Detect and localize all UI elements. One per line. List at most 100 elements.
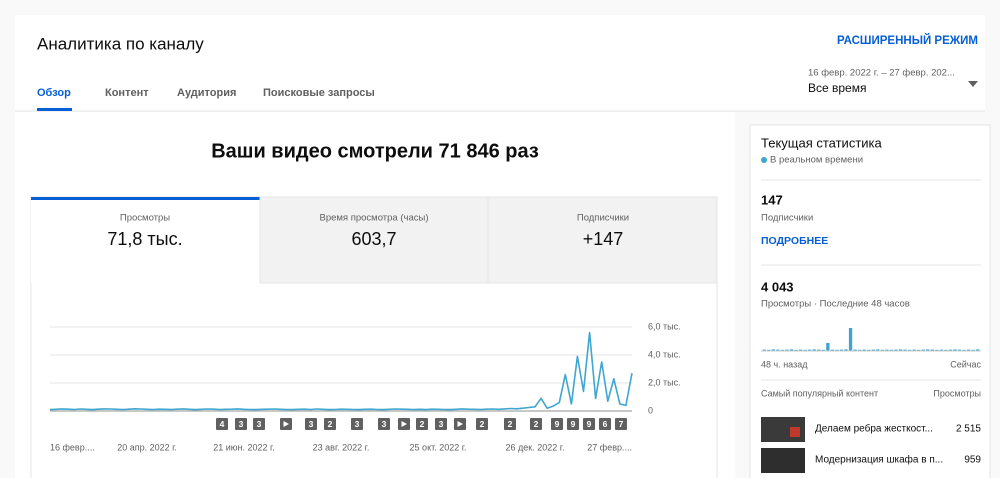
event-marker-label: 3 <box>257 419 262 429</box>
event-marker-label: 3 <box>439 419 444 429</box>
event-marker[interactable] <box>416 418 428 430</box>
bar <box>935 349 939 351</box>
metric-value: +147 <box>583 229 624 249</box>
event-marker-label: 2 <box>328 419 333 429</box>
bar <box>907 349 912 351</box>
bar <box>971 349 975 351</box>
event-marker[interactable] <box>615 418 627 430</box>
event-marker[interactable] <box>216 418 228 430</box>
event-marker[interactable] <box>324 418 336 430</box>
bar <box>885 349 889 351</box>
thumbnail[interactable] <box>761 448 805 473</box>
x-tick-label: 25 окт. 2022 г. <box>410 442 467 452</box>
tab[interactable]: Поисковые запросы <box>263 87 375 99</box>
bar <box>848 328 853 351</box>
bar <box>785 349 789 351</box>
subscribers-label: Подписчики <box>761 213 813 224</box>
tab-indicator <box>37 108 72 111</box>
thumbnail-detail <box>790 427 800 437</box>
live-label: В реальном времени <box>770 155 863 166</box>
bar <box>844 349 848 351</box>
bar <box>912 349 916 351</box>
advanced-mode-link[interactable]: РАСШИРЕННЫЙ РЕЖИМ <box>837 34 978 47</box>
event-marker[interactable] <box>551 418 563 430</box>
x-tick-label: 27 февр.... <box>587 442 632 452</box>
content-views: 959 <box>964 455 981 466</box>
x-tick-label: 23 авг. 2022 г. <box>313 442 370 452</box>
event-marker[interactable] <box>504 418 516 430</box>
metric-tab[interactable] <box>259 196 489 284</box>
bar <box>853 349 857 351</box>
bar <box>817 349 821 351</box>
bar <box>898 349 903 351</box>
event-marker-label: 4 <box>220 419 225 429</box>
bar <box>767 349 771 351</box>
bar <box>948 349 953 351</box>
event-marker[interactable] <box>253 418 265 430</box>
y-tick-label: 6,0 тыс. <box>648 321 681 331</box>
event-marker[interactable] <box>476 418 488 430</box>
more-link[interactable]: ПОДРОБНЕЕ <box>761 235 828 247</box>
metric-tab-selected[interactable] <box>31 197 260 283</box>
x-tick-label: 20 апр. 2022 г. <box>117 442 177 452</box>
dropdown-arrow[interactable] <box>968 81 978 87</box>
metric-label: Подписчики <box>577 213 629 224</box>
bar <box>776 349 780 351</box>
bar <box>798 349 803 351</box>
views-line <box>49 331 633 411</box>
metric-tab-indicator <box>31 197 260 200</box>
event-marker-label: 3 <box>309 419 314 429</box>
event-marker[interactable] <box>530 418 542 430</box>
page-title: Аналитика по каналу <box>37 34 204 53</box>
event-marker[interactable] <box>567 418 579 430</box>
bar <box>789 349 794 351</box>
x-tick-label: 16 февр.... <box>50 442 95 452</box>
metric-value: 603,7 <box>351 229 396 249</box>
subscribers-value: 147 <box>761 192 783 207</box>
metric-tab[interactable] <box>487 196 718 284</box>
play-icon <box>283 421 289 427</box>
event-marker[interactable] <box>351 418 363 430</box>
event-marker-label: 2 <box>534 419 539 429</box>
play-icon <box>457 421 463 427</box>
event-marker-label: 2 <box>508 419 513 429</box>
bar <box>953 349 957 351</box>
event-marker[interactable] <box>378 418 390 430</box>
top-content-label: Самый популярный контент <box>761 388 878 398</box>
event-marker-label: 3 <box>382 419 387 429</box>
header-card <box>15 15 985 111</box>
bar <box>926 349 930 351</box>
event-marker[interactable] <box>305 418 317 430</box>
content-title[interactable]: Делаем ребра жесткост... <box>815 423 933 435</box>
content-views: 2 515 <box>956 424 981 435</box>
live-dot <box>761 157 767 163</box>
realtime-title: Текущая статистика <box>761 135 883 150</box>
tab[interactable]: Контент <box>105 87 149 99</box>
event-marker[interactable] <box>599 418 611 430</box>
content-title[interactable]: Модернизация шкафа в п... <box>815 454 943 466</box>
bar <box>862 349 866 351</box>
bar <box>930 349 934 351</box>
event-marker[interactable] <box>583 418 595 430</box>
bar <box>839 349 844 351</box>
tab[interactable]: Обзор <box>37 87 71 99</box>
y-tick-label: 2,0 тыс. <box>648 377 681 387</box>
event-marker-label: 7 <box>619 419 624 429</box>
y-tick-label: 0 <box>648 405 653 415</box>
bar <box>857 349 862 351</box>
play-icon <box>401 421 407 427</box>
date-range[interactable]: 16 февр. 2022 г. – 27 февр. 202... <box>808 68 955 79</box>
bar <box>921 349 925 351</box>
event-marker-label: 6 <box>603 419 608 429</box>
period-selector[interactable]: Все время <box>808 81 866 95</box>
event-marker[interactable] <box>235 418 247 430</box>
bar <box>794 349 798 351</box>
bar <box>957 349 962 351</box>
bar <box>867 349 871 351</box>
bar <box>771 349 776 351</box>
x-tick-label: 26 дек. 2022 г. <box>506 442 565 452</box>
bar <box>917 349 921 351</box>
event-marker[interactable] <box>435 418 447 430</box>
tab[interactable]: Аудитория <box>177 87 236 99</box>
